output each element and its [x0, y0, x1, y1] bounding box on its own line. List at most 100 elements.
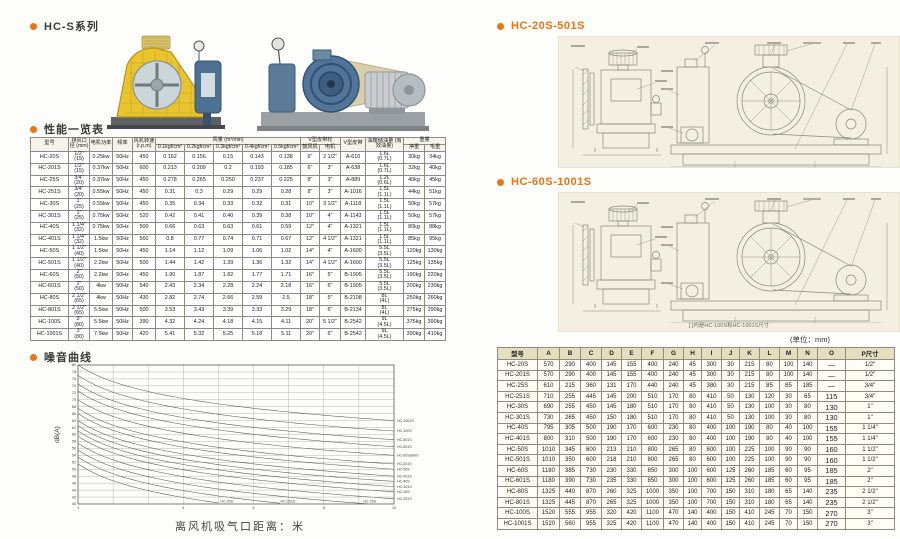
- perf-cell: A-638: [340, 162, 367, 176]
- perf-cell: 5.18: [242, 328, 272, 341]
- dims-cell: 80: [797, 401, 818, 413]
- perf-cell: 2.43: [155, 280, 185, 294]
- dims-cell: 155: [621, 369, 642, 382]
- dims-cell: 65: [779, 496, 798, 509]
- dims-cell: 130: [817, 401, 846, 413]
- perf-cell: 2 1/2": [319, 150, 342, 164]
- perf-cell: 50Hz: [112, 233, 133, 247]
- svg-text:46: 46: [72, 481, 76, 485]
- perf-cell: B-2542: [340, 316, 367, 330]
- dims-col-header: L: [759, 347, 780, 360]
- dims-cell: 1325: [537, 496, 560, 509]
- perf-cell: 2 1/2" (65): [68, 292, 90, 306]
- svg-text:64: 64: [72, 419, 76, 423]
- perf-cell: HC-251S: [30, 186, 69, 200]
- dims-cell: 410: [701, 390, 722, 403]
- perf-cell: 190kg: [403, 269, 426, 282]
- perf-cell: 0.55kw: [89, 198, 113, 211]
- perf-table-row: HC-80S 2 1/2" (65) 4kw 50Hz 430 2.82 2.74 2.66 2.…: [30, 292, 447, 306]
- series-label: HC-601S: [397, 445, 412, 449]
- perf-cell: 1.90: [155, 269, 185, 282]
- perf-cell: 0.25kw: [89, 150, 113, 164]
- dims-cell: 400: [580, 359, 602, 371]
- col-freq: 频率: [112, 137, 133, 152]
- perf-cell: 560: [132, 233, 156, 247]
- perf-cell: 0.59: [270, 221, 302, 235]
- svg-text:44: 44: [72, 488, 76, 492]
- perf-cell: 2.5: [270, 292, 302, 306]
- perf-cell: B-1905: [340, 269, 367, 282]
- perf-cell: 16": [300, 269, 321, 282]
- perf-cell: 8L (4L): [365, 304, 405, 318]
- dims-cell: 560: [559, 517, 581, 530]
- perf-cell: A-1600: [340, 245, 367, 259]
- perf-cell: 50Hz: [112, 221, 133, 235]
- perf-cell: 50Hz: [112, 292, 133, 306]
- dims-cell: 2 1/2": [845, 486, 895, 498]
- dims-cell: 2": [845, 464, 895, 477]
- perf-cell: 0.39: [242, 210, 272, 223]
- perf-cell: HC-301S: [30, 210, 69, 223]
- perf-cell: 1.39: [213, 257, 243, 271]
- dims-cell: 1 1/4": [845, 433, 895, 445]
- perf-cell: 5.5L (3.5L): [365, 257, 405, 271]
- dims-col-header: O: [817, 347, 846, 360]
- perf-cell: 5 1/2": [319, 316, 342, 330]
- series-label: HC-401S: [397, 474, 412, 478]
- dims-cell: 1180: [537, 464, 560, 477]
- dims-cell: 300: [701, 359, 722, 371]
- dims-cell: 600: [701, 475, 722, 488]
- dims-cell: 955: [580, 507, 602, 519]
- dims-cell: 730: [580, 464, 602, 477]
- perf-cell: 290kg: [424, 304, 447, 318]
- perf-cell: HC-30S: [30, 198, 69, 211]
- dims-cell: 300: [663, 464, 684, 477]
- dims-cell: 1": [845, 401, 895, 413]
- series-label: HC-25S: [363, 500, 376, 504]
- dims-cell: 130: [817, 411, 846, 424]
- perf-cell: 3.53: [155, 304, 185, 318]
- svg-text:1: 1: [77, 506, 79, 510]
- dims-table-row: HC-801S 1325 445 870 265 325 1000 350 100 700 150 3…: [497, 496, 895, 509]
- dims-cell: 160: [817, 443, 846, 456]
- dims-cell: 470: [663, 507, 684, 519]
- perf-cell: B-2542: [340, 328, 367, 341]
- dims-cell: 330: [621, 475, 642, 488]
- perf-cell: 1.5L (1.1L): [365, 221, 405, 235]
- dims-cell: 410: [739, 517, 760, 530]
- perf-cell: 1.44: [155, 257, 185, 271]
- dims-cell: 160: [817, 454, 846, 466]
- dims-cell: 170: [663, 411, 684, 424]
- dims-cell: 600: [580, 443, 602, 456]
- dims-cell: 150: [721, 507, 740, 519]
- perf-cell: 1.5L (1.1L): [365, 210, 405, 223]
- dims-cell: 150: [797, 517, 818, 530]
- perf-cell: 0.34: [184, 198, 214, 211]
- dims-cell: HC-201S: [497, 369, 538, 382]
- dims-table-row: HC-251S 710 255 445 145 200 510 170 80 410 50 130 12…: [497, 390, 895, 403]
- col-gross: 毛重: [424, 143, 447, 152]
- dims-cell: HC-80S: [497, 486, 538, 498]
- perf-cell: 4.15: [242, 316, 272, 330]
- product-photo-motor-unit: [257, 37, 429, 131]
- col-oil: 油箱储油量 (有效油量): [365, 137, 405, 152]
- dims-cell: 1100: [641, 507, 664, 519]
- perf-cell: 0.28: [270, 186, 302, 200]
- dims-cell: 145: [601, 401, 622, 413]
- perf-cell: 0.63: [184, 221, 214, 235]
- col-pulley-motor: 电机: [319, 143, 342, 152]
- perf-table-row: HC-251S 3/4" (20) 0.55kw 50Hz 450 0.31 0.3 0.29 0…: [30, 186, 447, 200]
- dims-cell: 210: [621, 454, 642, 466]
- perf-cell: 200kg: [403, 280, 426, 294]
- dims-cell: 290: [559, 359, 581, 371]
- dims-cell: 190: [739, 433, 760, 445]
- dims-cell: 850: [641, 475, 664, 488]
- series-label: HC-801S: [397, 438, 412, 442]
- dims-cell: 155: [817, 433, 846, 445]
- drawing2-caption: [ ]内是HC-100S和HC-1001S尺寸: [688, 323, 770, 329]
- drawing2-title: HC-60S-1001S: [511, 176, 592, 188]
- perf-cell: HC-50S: [30, 245, 69, 259]
- dims-cell: 500: [580, 422, 602, 435]
- perf-cell: 450: [132, 174, 156, 188]
- series-label: HC-30S: [397, 490, 410, 494]
